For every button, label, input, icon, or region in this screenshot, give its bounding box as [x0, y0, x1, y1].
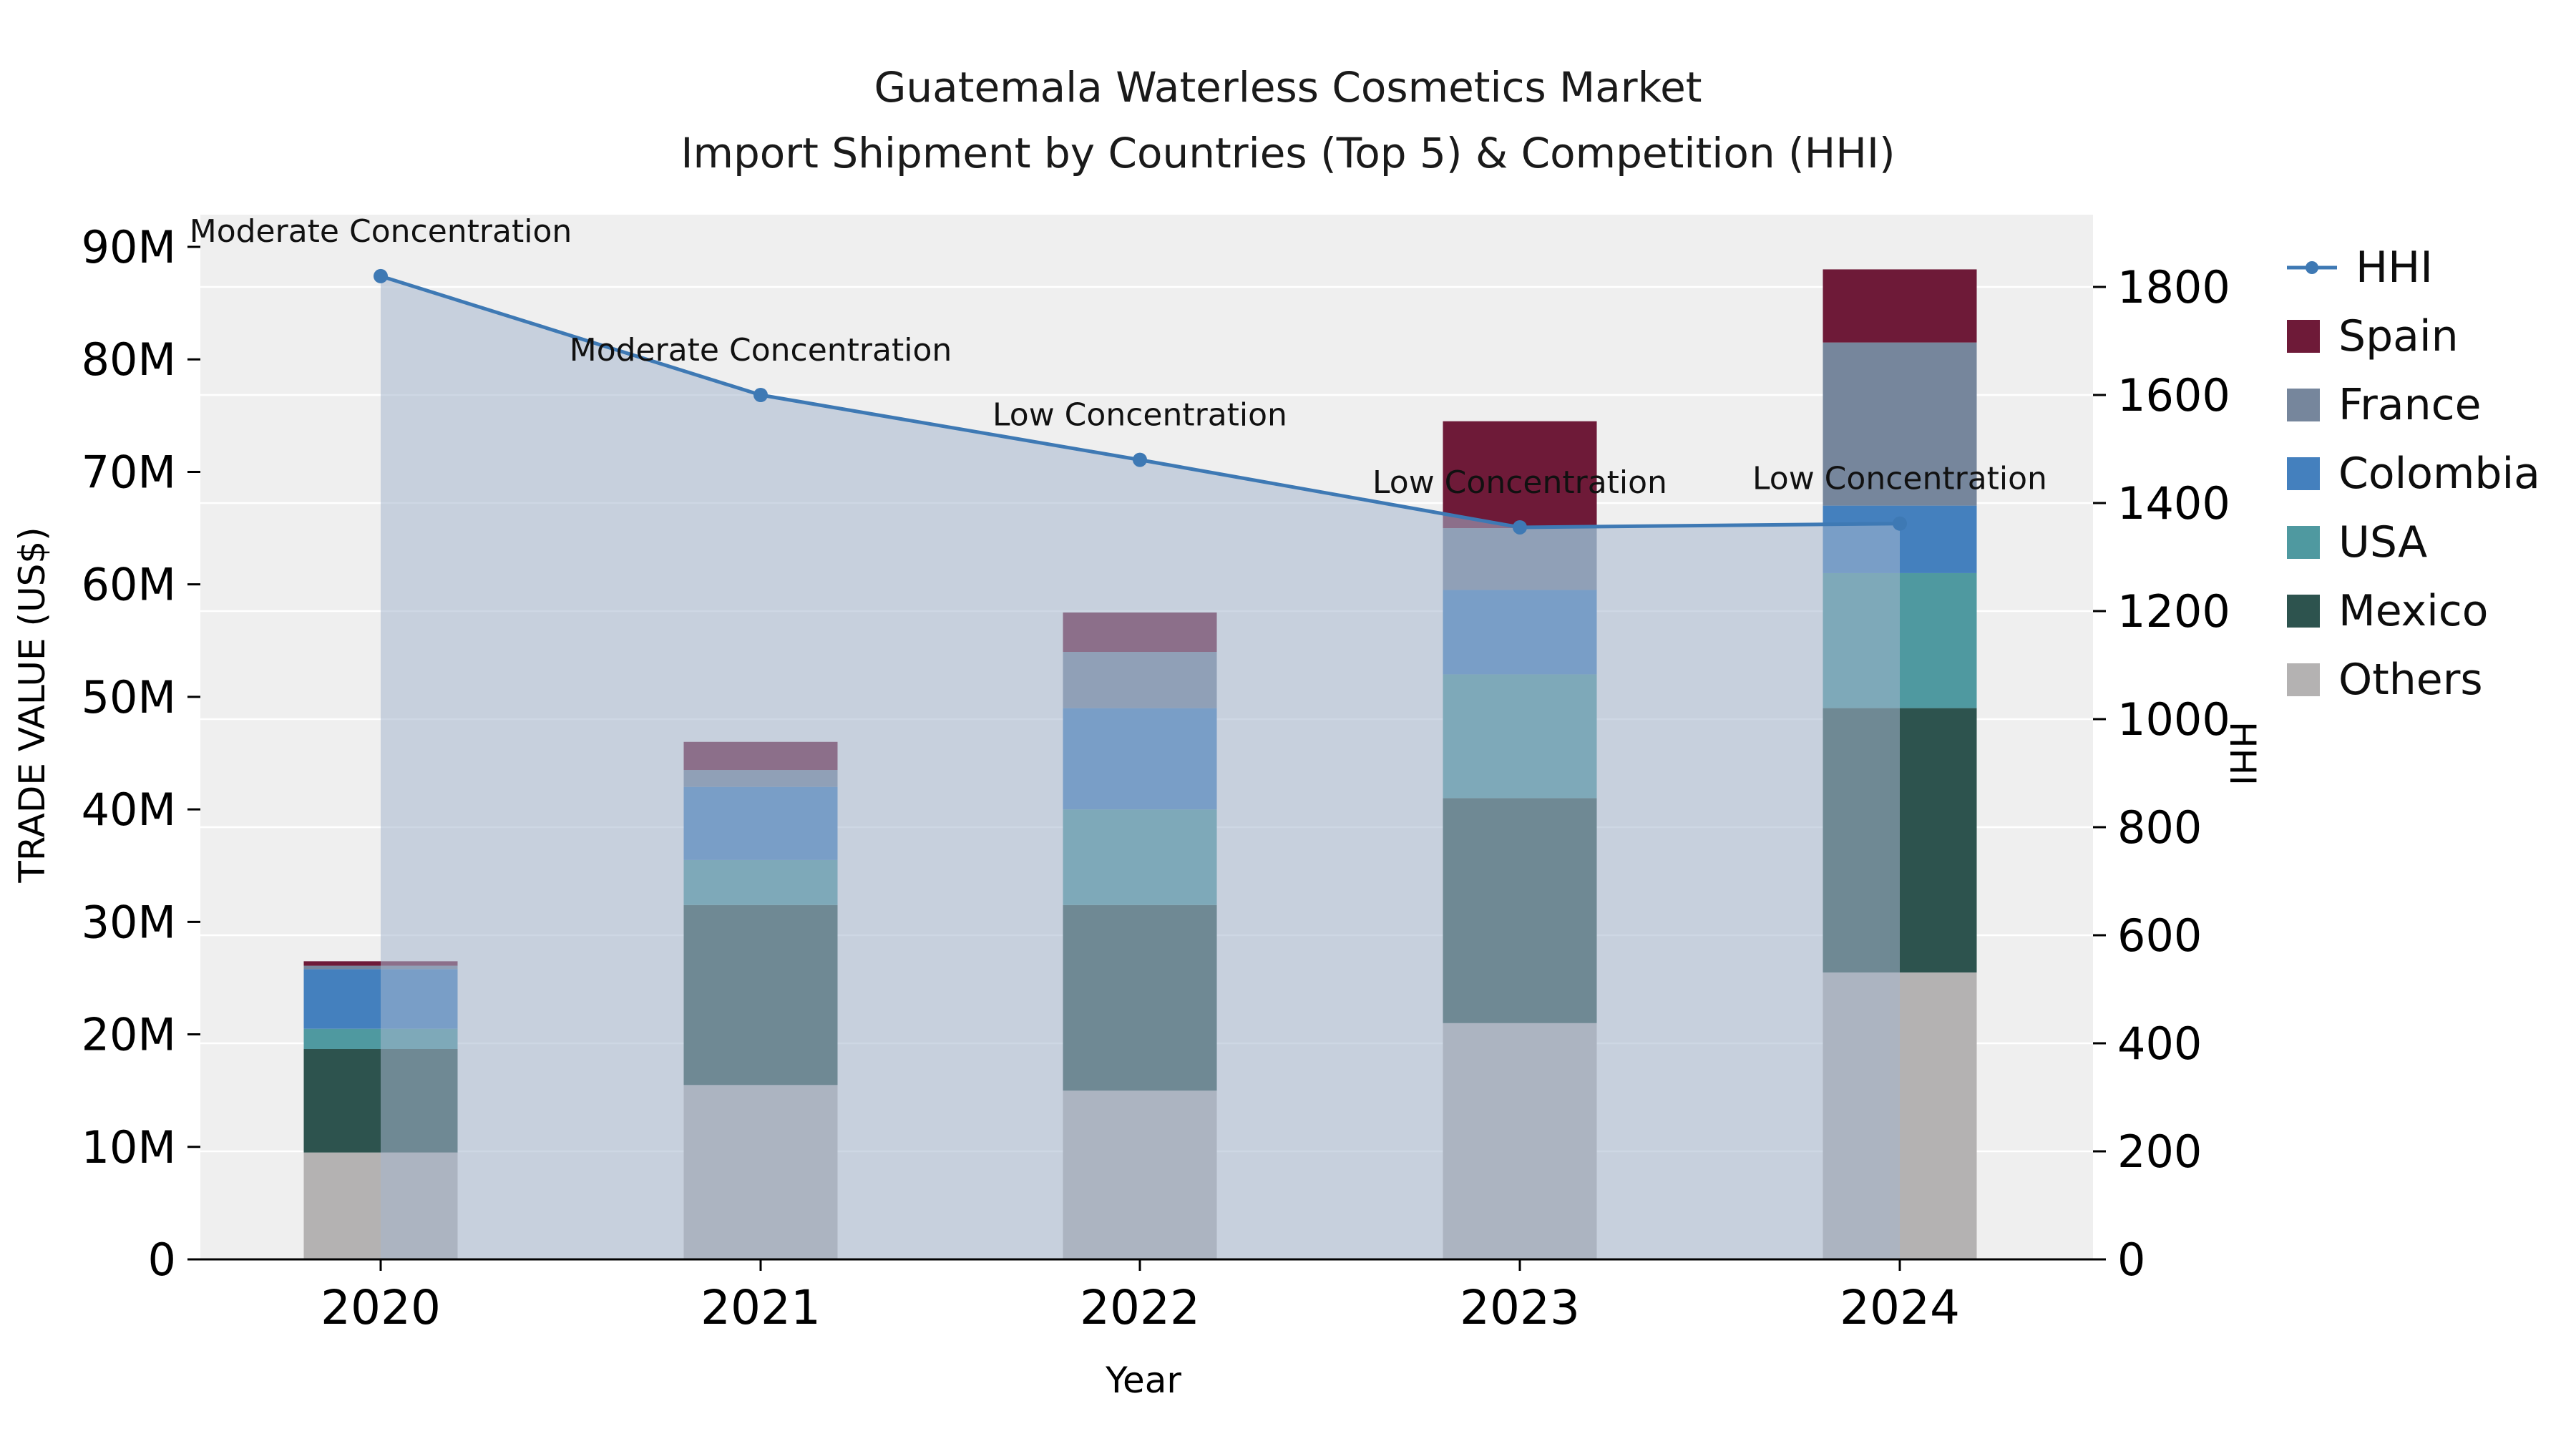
- left-tick-label-60M: 60M: [82, 559, 176, 611]
- y-axis-title-left: TRADE VALUE (US$): [11, 527, 53, 883]
- legend-line-marker-icon: [2287, 259, 2337, 276]
- annotation-2024: Low Concentration: [1752, 461, 2047, 497]
- legend: HHI Spain France Colombia USA Mexico Others: [2287, 243, 2540, 724]
- legend-item-france[interactable]: France: [2287, 380, 2540, 430]
- legend-item-hhi[interactable]: HHI: [2287, 243, 2540, 293]
- right-tick-label-400: 400: [2117, 1018, 2202, 1070]
- right-tick-label-200: 200: [2117, 1126, 2202, 1178]
- legend-item-others[interactable]: Others: [2287, 655, 2540, 705]
- bar-segment-2024-spain[interactable]: [1823, 269, 1977, 343]
- annotation-2023: Low Concentration: [1372, 464, 1667, 501]
- legend-label: Mexico: [2338, 586, 2489, 636]
- left-tick-label-10M: 10M: [82, 1121, 176, 1174]
- right-tick-label-1800: 1800: [2117, 261, 2230, 313]
- right-tick-label-600: 600: [2117, 909, 2202, 962]
- left-tick-label-30M: 30M: [82, 896, 176, 948]
- hhi-marker-2020[interactable]: [374, 268, 388, 283]
- x-tick-label-2020: 2020: [321, 1280, 441, 1335]
- right-tick-label-1000: 1000: [2117, 693, 2230, 746]
- legend-swatch-icon: [2287, 320, 2320, 353]
- legend-item-usa[interactable]: USA: [2287, 517, 2540, 567]
- legend-label: HHI: [2356, 243, 2433, 293]
- legend-swatch-icon: [2287, 457, 2320, 490]
- left-tick-label-0: 0: [148, 1234, 176, 1286]
- x-tick-label-2021: 2021: [701, 1280, 821, 1335]
- left-tick-label-80M: 80M: [82, 333, 176, 386]
- right-tick-label-1400: 1400: [2117, 477, 2230, 530]
- annotation-2022: Low Concentration: [992, 397, 1287, 434]
- legend-item-mexico[interactable]: Mexico: [2287, 586, 2540, 636]
- right-tick-label-1600: 1600: [2117, 369, 2230, 421]
- legend-label: Spain: [2338, 311, 2459, 361]
- right-tick-label-800: 800: [2117, 801, 2202, 854]
- legend-label: France: [2338, 380, 2482, 430]
- legend-label: Others: [2338, 655, 2483, 705]
- left-tick-label-20M: 20M: [82, 1009, 176, 1061]
- annotation-2020: Moderate Concentration: [190, 213, 572, 250]
- legend-swatch-icon: [2287, 595, 2320, 628]
- legend-item-spain[interactable]: Spain: [2287, 311, 2540, 361]
- chart-title: Guatemala Waterless Cosmetics Market: [874, 63, 1702, 112]
- y-axis-title-right: HHI: [2222, 721, 2263, 786]
- x-tick-label-2024: 2024: [1840, 1280, 1960, 1335]
- hhi-marker-2022[interactable]: [1133, 452, 1147, 467]
- hhi-area-fill: [381, 275, 1900, 1259]
- right-tick-label-1200: 1200: [2117, 585, 2230, 638]
- bar-segment-2024-france[interactable]: [1823, 342, 1977, 506]
- right-tick-label-0: 0: [2117, 1234, 2145, 1286]
- legend-item-colombia[interactable]: Colombia: [2287, 449, 2540, 499]
- legend-label: Colombia: [2338, 449, 2540, 499]
- left-tick-label-40M: 40M: [82, 784, 176, 836]
- legend-swatch-icon: [2287, 663, 2320, 696]
- legend-label: USA: [2338, 517, 2428, 567]
- annotation-2021: Moderate Concentration: [570, 332, 952, 369]
- bar-segment-2023-spain[interactable]: [1443, 421, 1597, 529]
- left-tick-label-90M: 90M: [82, 221, 176, 273]
- x-tick-label-2023: 2023: [1460, 1280, 1580, 1335]
- legend-swatch-icon: [2287, 526, 2320, 559]
- chart-subtitle: Import Shipment by Countries (Top 5) & C…: [680, 129, 1896, 177]
- legend-swatch-icon: [2287, 389, 2320, 421]
- x-tick-label-2022: 2022: [1080, 1280, 1200, 1335]
- hhi-marker-2021[interactable]: [753, 388, 768, 402]
- hhi-marker-2024[interactable]: [1893, 516, 1907, 531]
- left-tick-label-70M: 70M: [82, 446, 176, 498]
- left-tick-label-50M: 50M: [82, 671, 176, 723]
- x-axis-title: Year: [1106, 1360, 1181, 1401]
- hhi-marker-2023[interactable]: [1513, 519, 1527, 535]
